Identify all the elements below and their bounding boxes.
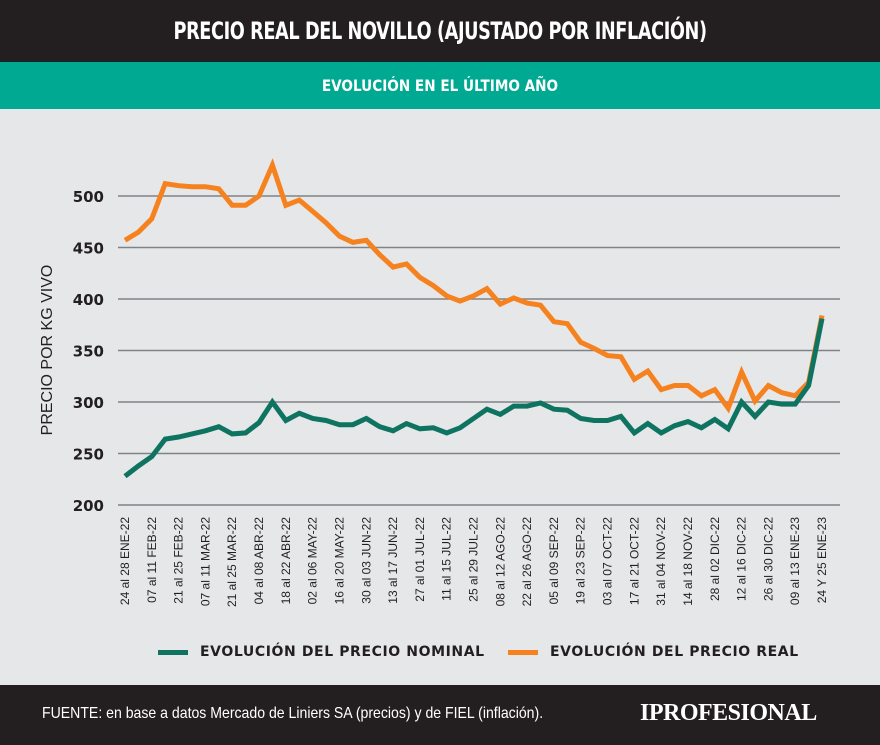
x-tick-label: 30 al 03 JUN-22 — [359, 517, 373, 604]
x-tick-label: 31 al 04 NOV-22 — [654, 517, 668, 606]
legend: EVOLUCIÓN DEL PRECIO NOMINAL EVOLUCIÓN D… — [0, 644, 880, 668]
series-line-nominal — [123, 318, 825, 479]
legend-swatch-real — [508, 649, 538, 655]
x-tick-label: 22 al 26 AGO-22 — [520, 517, 534, 607]
x-tick-label: 24 Y 25 ENE-23 — [815, 517, 829, 604]
x-tick-label: 16 al 20 MAY-22 — [332, 517, 346, 605]
x-tick-label: 13 al 17 JUN-22 — [386, 517, 400, 604]
series-line-real — [123, 158, 825, 414]
x-tick-label: 18 al 22 ABR-22 — [279, 517, 293, 605]
y-tick-label-500: 500 — [73, 188, 104, 206]
brand-logo: IPROFESIONAL — [640, 700, 817, 726]
x-tick-label: 12 al 16 DIC-22 — [735, 517, 749, 601]
x-tick-label: 11 al 15 JUL-22 — [440, 517, 454, 601]
x-tick-label: 08 al 12 AGO-22 — [493, 517, 507, 607]
chart-subtitle-bar: EVOLUCIÓN EN EL ÚLTIMO AÑO — [0, 62, 880, 109]
legend-label-nominal: EVOLUCIÓN DEL PRECIO NOMINAL — [200, 644, 485, 660]
x-tick-label: 17 al 21 OCT-22 — [627, 517, 641, 605]
x-tick-label: 09 al 13 ENE-23 — [788, 517, 802, 605]
x-tick-label: 03 al 07 OCT-22 — [601, 517, 615, 605]
x-tick-label: 05 al 09 SEP-22 — [547, 517, 561, 605]
legend-item-real: EVOLUCIÓN DEL PRECIO REAL — [508, 644, 799, 660]
x-tick-label: 14 al 18 NOV-22 — [681, 517, 695, 606]
x-tick-label: 24 al 28 ENE-22 — [118, 517, 132, 605]
chart-subtitle: EVOLUCIÓN EN EL ÚLTIMO AÑO — [321, 76, 559, 95]
x-tick-label: 07 al 11 MAR-22 — [198, 517, 212, 606]
y-tick-label-200: 200 — [73, 497, 104, 515]
chart-title-bar: PRECIO REAL DEL NOVILLO (AJUSTADO POR IN… — [0, 0, 880, 62]
chart-title: PRECIO REAL DEL NOVILLO (AJUSTADO POR IN… — [173, 17, 707, 45]
legend-swatch-nominal — [158, 649, 188, 655]
x-tick-label: 26 al 30 DIC-22 — [761, 517, 775, 601]
y-tick-label-300: 300 — [73, 394, 104, 412]
source-note: FUENTE: en base a datos Mercado de Linie… — [42, 705, 544, 722]
x-tick-label: 04 al 08 ABR-22 — [252, 517, 266, 605]
legend-item-nominal: EVOLUCIÓN DEL PRECIO NOMINAL — [158, 644, 485, 660]
x-tick-label: 19 al 23 SEP-22 — [574, 517, 588, 605]
x-tick-label: 27 al 01 JUL-22 — [413, 517, 427, 602]
x-tick-label: 21 al 25 FEB-22 — [172, 517, 186, 604]
y-tick-label-450: 450 — [73, 240, 104, 258]
y-tick-label-400: 400 — [73, 291, 104, 309]
x-tick-label: 02 al 06 MAY-22 — [306, 517, 320, 605]
x-tick-label: 07 al 11 FEB-22 — [145, 517, 159, 603]
footer: FUENTE: en base a datos Mercado de Linie… — [0, 685, 880, 745]
x-tick-label: 28 al 02 DIC-22 — [708, 517, 722, 601]
y-tick-label-250: 250 — [73, 446, 104, 464]
y-tick-label-350: 350 — [73, 343, 104, 361]
line-chart: 200 250 300 350 400 450 500 24 al 28 ENE-22 07 a… — [73, 158, 840, 607]
legend-label-real: EVOLUCIÓN DEL PRECIO REAL — [550, 644, 799, 660]
x-tick-label: 25 al 29 JUL-22 — [467, 517, 481, 602]
x-tick-label: 21 al 25 MAR-22 — [225, 517, 239, 607]
